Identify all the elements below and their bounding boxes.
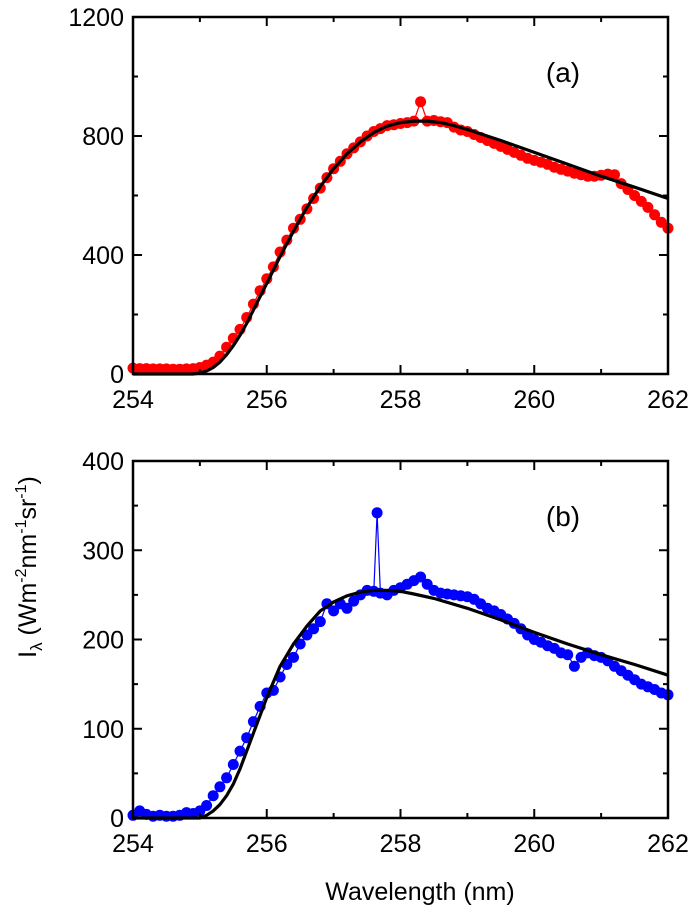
panel-b-data-line: [132, 512, 669, 817]
panel-b-data-point-32: [341, 602, 353, 614]
panel-a-series-1: [127, 96, 674, 375]
panel-b-x-tick-label-2: 258: [380, 830, 422, 858]
panel-a-data-point-78: [649, 209, 661, 221]
ylabel-mid2: sr: [14, 499, 42, 520]
panel-a-y-tick-label-3: 1200: [68, 4, 124, 32]
panel-b-data-point-13: [214, 781, 226, 793]
panel-b-data-point-66: [562, 649, 574, 661]
panel-b-series-1: [127, 507, 674, 822]
ylabel-open: (Wm: [14, 583, 42, 643]
panel-b-label: (b): [546, 501, 580, 532]
panel-b-data-point-11: [201, 800, 213, 811]
panel-b-y-tick-label-4: 400: [82, 448, 124, 476]
panel-b-data-point-37: [371, 507, 383, 519]
x-axis-title: Wavelength (nm): [325, 878, 514, 906]
panel-b-fit-line: [133, 588, 669, 820]
panel-b-x-tick-label-4: 262: [647, 830, 689, 858]
panel-b-y-tick-label-3: 300: [82, 537, 124, 565]
y-axis-title-text: Iλ (Wm-2nm-1sr-1): [13, 476, 46, 658]
panel-b: 254 256 258 260 262 0 100 200 300 400 (b): [82, 448, 689, 858]
ylabel-close: ): [14, 476, 42, 484]
panel-a-label: (a): [546, 57, 580, 88]
panel-b-data-point-28: [314, 616, 326, 628]
panel-b-data-point-15: [227, 759, 239, 770]
panel-a-fit-line: [133, 119, 669, 376]
panel-b-y-tick-label-0: 0: [110, 805, 124, 833]
panel-b-y-tick-label-2: 200: [82, 627, 124, 655]
panel-b-y-tick-label-1: 100: [82, 716, 124, 744]
panel-a-y-tick-label-0: 0: [110, 361, 124, 389]
panel-a-frame: [131, 15, 670, 376]
panel-a-data-line: [132, 99, 669, 370]
ylabel-main: I: [14, 651, 42, 658]
panel-b-data-point-67: [568, 660, 580, 672]
panel-a-data-point-43: [415, 96, 427, 108]
ylabel-sub: λ: [27, 642, 46, 651]
panel-b-x-tick-label-3: 260: [513, 830, 555, 858]
panel-b-data-point-27: [308, 623, 320, 635]
panel-b-data-point-24: [288, 651, 299, 663]
panel-b-frame: [131, 459, 670, 820]
panel-a-series-2: [133, 119, 669, 376]
ylabel-sup2: -1: [13, 519, 30, 533]
panel-b-data-point-14: [221, 772, 233, 784]
panel-b-data-point-16: [234, 745, 246, 757]
panel-a-data-point-77: [642, 201, 654, 213]
panel-a-data-point-72: [609, 169, 620, 181]
panel-b-series-2: [133, 588, 669, 820]
panel-a-x-tick-label-1: 256: [246, 386, 288, 414]
ylabel-sup1: -2: [13, 568, 30, 582]
panel-a-x-tick-label-2: 258: [380, 386, 422, 414]
panel-b-data-point-12: [207, 790, 219, 802]
panel-a-x-tick-label-3: 260: [513, 386, 555, 414]
panel-a-x-tick-label-4: 262: [647, 386, 689, 414]
panel-b-data-point-44: [415, 571, 427, 583]
ylabel-mid1: nm: [14, 534, 42, 569]
panel-a-y-tick-label-1: 400: [82, 242, 124, 270]
panel-a: 254 256 258 260 262 0 400 800 1200 (a): [68, 4, 688, 414]
panel-b-x-tick-label-0: 254: [112, 830, 154, 858]
panel-b-data-point-30: [328, 605, 340, 617]
panel-b-x-tick-label-1: 256: [246, 830, 288, 858]
ylabel-sup3: -1: [13, 484, 30, 498]
y-axis-title: Iλ (Wm-2nm-1sr-1): [13, 476, 46, 658]
panel-a-x-tick-label-0: 254: [112, 386, 154, 414]
panel-a-y-tick-label-2: 800: [82, 123, 124, 151]
